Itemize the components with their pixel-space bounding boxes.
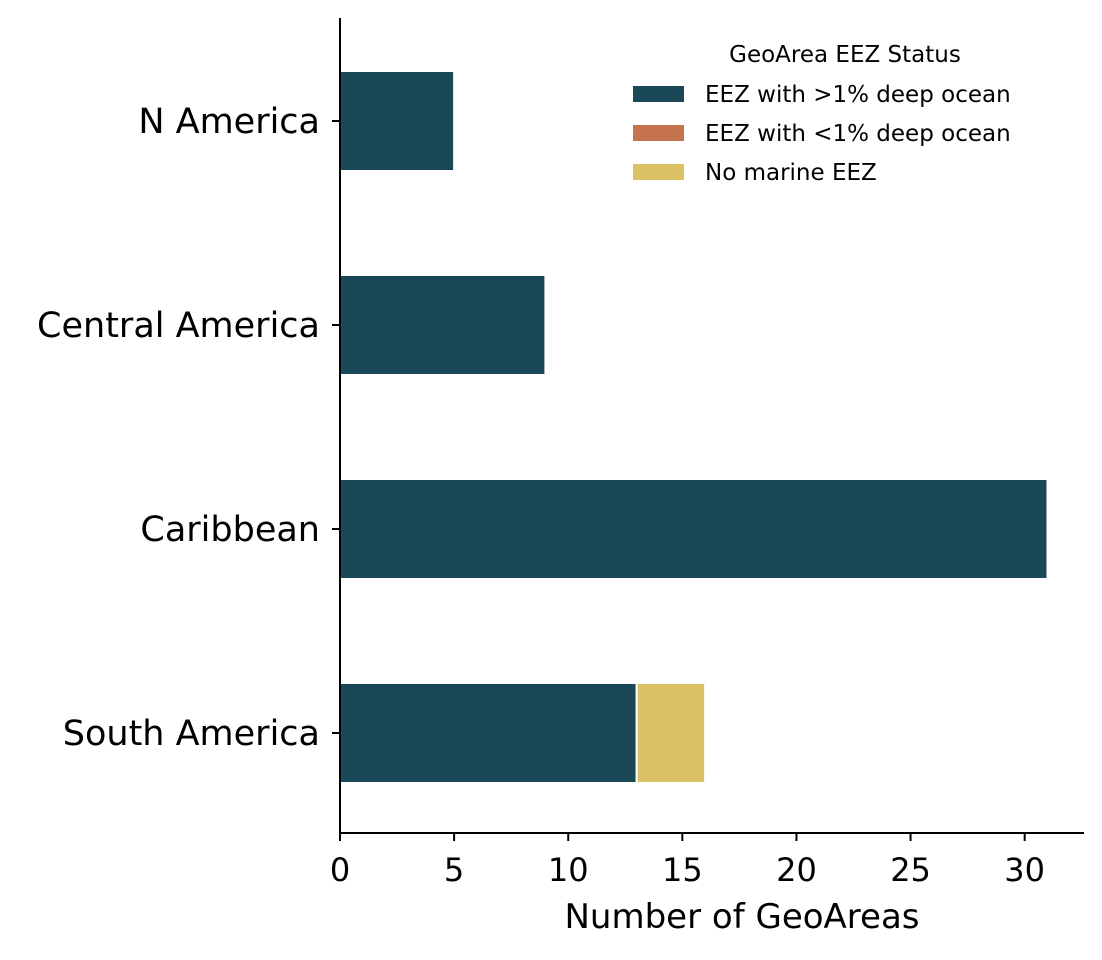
legend: GeoArea EEZ Status EEZ with >1% deep oce… [633,42,1011,186]
x-tick-label: 20 [776,851,817,889]
y-tick-label: N America [138,102,320,142]
y-tick-label: Caribbean [140,510,320,550]
legend-swatch [633,86,684,102]
legend-swatch [633,125,684,141]
axes-layer [339,18,1084,834]
x-tick-label: 10 [548,851,589,889]
x-axis-title: Number of GeoAreas [565,897,920,937]
x-tick-label: 30 [1004,851,1045,889]
bar-central-america-series-0 [339,274,547,376]
legend-title: GeoArea EEZ Status [729,42,961,68]
bar-south-america-series-2 [635,682,707,784]
bars-layer [339,70,1049,784]
legend-label: EEZ with <1% deep ocean [705,121,1011,147]
y-tick-label: Central America [37,306,320,346]
x-tick-label: 25 [890,851,931,889]
bar-caribbean-series-0 [339,478,1049,580]
legend-items: EEZ with >1% deep ocean EEZ with <1% deep… [633,82,1011,186]
bar-south-america-series-0 [339,682,638,784]
x-tick-label: 5 [444,851,464,889]
legend-label: EEZ with >1% deep ocean [705,82,1011,108]
legend-swatch [633,164,684,180]
x-tick-label: 15 [662,851,703,889]
y-tick-label: South America [63,714,320,754]
legend-label: No marine EEZ [705,160,877,186]
bar-n-america-series-0 [339,70,456,172]
y-ticks: N America Central America Caribbean South A… [37,102,340,754]
x-tick-label: 0 [330,851,350,889]
x-ticks: 0 5 10 15 20 25 30 [330,833,1045,889]
